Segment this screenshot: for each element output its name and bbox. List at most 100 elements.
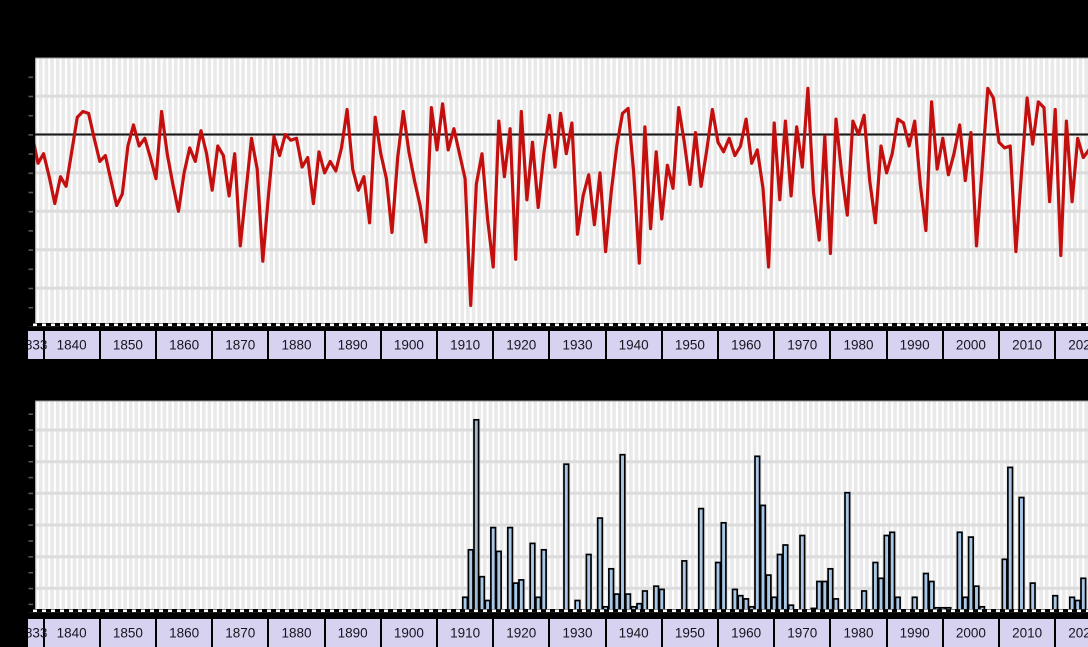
decade-label: 1970 — [787, 337, 818, 353]
event-bar — [641, 590, 649, 611]
decade-divider — [155, 331, 157, 359]
decade-divider — [829, 331, 832, 359]
event-bar — [962, 596, 969, 611]
anomaly-line-series — [35, 86, 1088, 307]
event-bar — [1074, 599, 1081, 611]
decade-label: 1850 — [112, 337, 143, 353]
event-bar — [922, 572, 930, 611]
decade-label: 1980 — [843, 625, 874, 641]
event-bar — [720, 521, 727, 611]
event-bar — [585, 553, 592, 611]
event-bar — [619, 453, 626, 611]
decade-divider — [773, 619, 776, 647]
event-bar — [889, 531, 896, 611]
decade-divider — [323, 331, 326, 359]
event-bar — [737, 594, 744, 611]
event-bar — [563, 463, 570, 611]
decade-divider — [885, 331, 888, 359]
decade-divider — [717, 331, 719, 359]
decade-label: 1890 — [337, 337, 368, 353]
decade-divider — [660, 331, 663, 359]
decade-label: 1860 — [169, 337, 200, 353]
event-bar — [540, 548, 547, 611]
event-bar — [714, 561, 722, 611]
top-chart-panel — [28, 57, 1088, 326]
event-bar — [782, 544, 789, 611]
event-bar — [681, 560, 688, 611]
event-bar — [608, 567, 615, 611]
event-bar — [967, 536, 975, 611]
event-bar — [827, 567, 834, 611]
decade-label: 1900 — [393, 337, 424, 353]
decade-label: 1870 — [225, 625, 256, 641]
decade-label: 1930 — [562, 625, 593, 641]
event-bar — [1001, 558, 1008, 611]
decade-label: 1860 — [169, 625, 200, 641]
decade-divider — [998, 619, 1000, 647]
event-bar — [653, 585, 660, 611]
event-bar — [883, 534, 890, 611]
decade-label: 1840 — [56, 625, 87, 641]
decade-label: 1990 — [899, 625, 930, 641]
event-bar — [624, 593, 632, 611]
decade-divider — [548, 331, 551, 359]
decade-label: 2010 — [1012, 337, 1043, 353]
event-bar — [529, 542, 536, 611]
decade-divider — [267, 619, 270, 647]
decade-label: 1990 — [899, 337, 930, 353]
decade-label: 1900 — [393, 625, 424, 641]
decade-divider — [379, 619, 382, 647]
event-bar — [697, 507, 705, 611]
event-bar — [787, 604, 795, 611]
decade-divider — [436, 619, 438, 647]
event-bar — [754, 455, 761, 611]
event-bar — [518, 579, 525, 611]
decade-divider — [436, 331, 438, 359]
decade-divider — [379, 331, 382, 359]
event-bar — [613, 593, 620, 611]
decade-divider — [604, 331, 607, 359]
event-bar — [872, 561, 879, 611]
event-bar — [473, 418, 480, 611]
event-bar — [512, 582, 519, 611]
event-bar — [894, 596, 901, 611]
event-bar — [759, 504, 767, 611]
decade-divider — [1054, 331, 1057, 359]
event-bar — [484, 599, 491, 611]
decade-label: 1920 — [506, 337, 537, 353]
decade-divider — [885, 619, 888, 647]
event-bar — [799, 534, 806, 611]
event-bar — [771, 596, 778, 611]
decade-label: 1833 — [28, 625, 48, 641]
decade-divider — [42, 619, 45, 647]
event-bar — [1029, 582, 1036, 611]
event-bar — [658, 588, 665, 611]
event-bar — [1052, 594, 1059, 611]
event-bar — [911, 596, 918, 611]
event-bar — [765, 574, 772, 611]
decade-divider — [323, 619, 326, 647]
decade-divider — [941, 331, 944, 359]
decade-divider — [98, 331, 101, 359]
decade-divider — [492, 331, 495, 359]
decade-divider — [267, 331, 270, 359]
event-bar — [956, 531, 963, 611]
decade-label: 1850 — [112, 625, 143, 641]
decade-label: 1950 — [674, 337, 705, 353]
decade-label: 2020 — [1068, 337, 1088, 353]
event-bar — [928, 580, 935, 611]
event-bar — [860, 590, 868, 611]
event-bar — [877, 577, 885, 611]
decade-label: 1880 — [281, 625, 312, 641]
event-bar — [1018, 496, 1025, 611]
decade-divider — [42, 331, 45, 359]
event-bar — [461, 596, 469, 611]
event-bar — [1080, 577, 1087, 611]
event-bar — [816, 580, 823, 611]
decade-label: 2000 — [955, 625, 986, 641]
decade-label: 1910 — [450, 625, 481, 641]
decade-divider — [829, 619, 832, 647]
bottom-x-axis-band: 1833 1840 1850 1860 1870 1880 1890 1900 1910 1920… — [28, 617, 1088, 647]
decade-divider — [211, 331, 214, 359]
